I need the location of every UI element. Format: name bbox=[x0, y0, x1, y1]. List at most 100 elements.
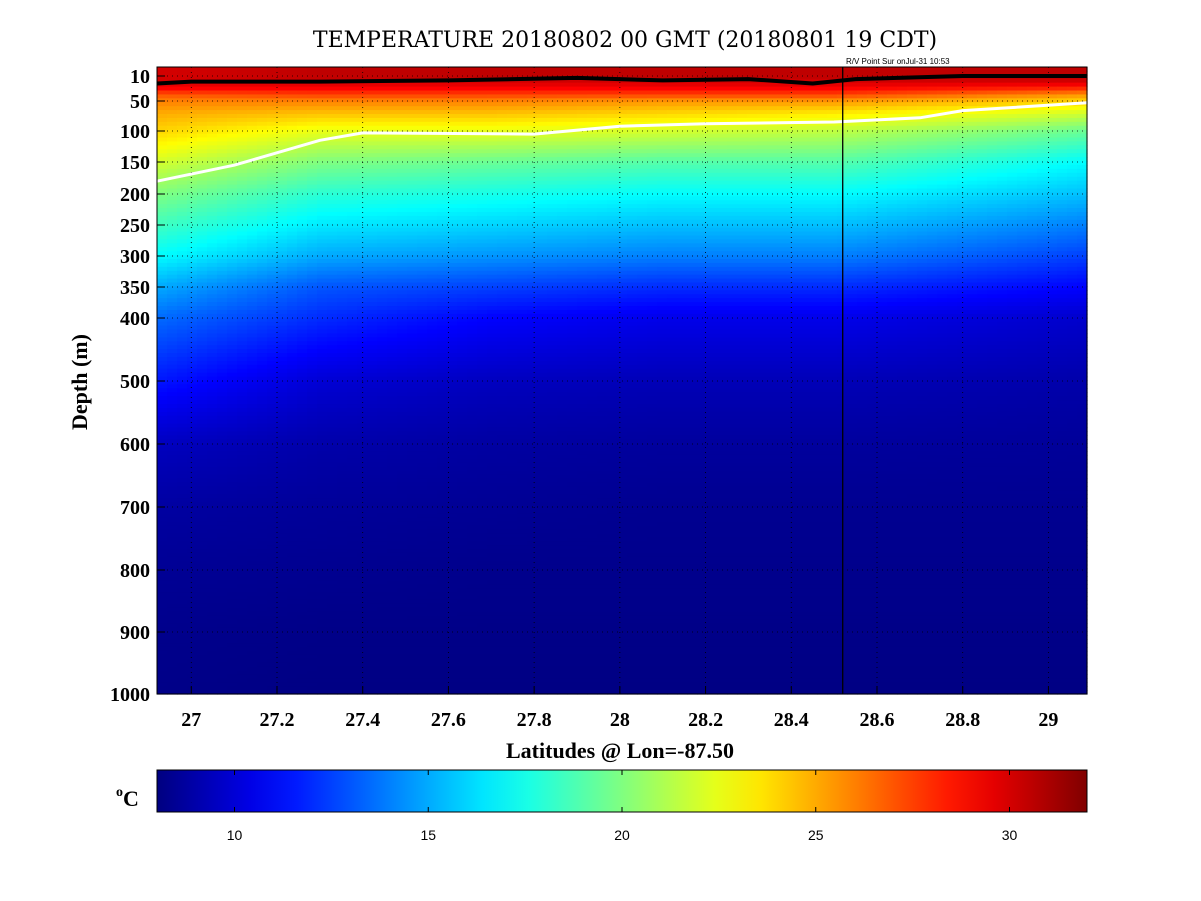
heatmap-cell bbox=[507, 137, 518, 143]
heatmap-cell bbox=[607, 67, 618, 72]
heatmap-cell bbox=[237, 243, 248, 248]
heatmap-cell bbox=[577, 204, 588, 209]
heatmap-cell bbox=[557, 137, 568, 143]
heatmap-cell bbox=[797, 259, 808, 264]
heatmap-cell bbox=[997, 129, 1008, 135]
heatmap-cell bbox=[587, 82, 598, 88]
heatmap-cell bbox=[527, 125, 538, 131]
heatmap-cell bbox=[897, 208, 908, 213]
heatmap-cell bbox=[717, 164, 728, 170]
heatmap-cell bbox=[227, 70, 238, 76]
heatmap-cell bbox=[957, 219, 968, 225]
heatmap-cell bbox=[467, 164, 478, 170]
heatmap-cell bbox=[407, 270, 418, 276]
heatmap-cell bbox=[207, 121, 218, 127]
heatmap-cell bbox=[707, 67, 718, 72]
heatmap-cell bbox=[767, 188, 778, 193]
heatmap-cell bbox=[287, 200, 298, 205]
heatmap-cell bbox=[787, 141, 798, 146]
heatmap-cell bbox=[677, 231, 688, 237]
heatmap-cell bbox=[1037, 137, 1048, 143]
heatmap-cell bbox=[207, 133, 218, 139]
heatmap-cell bbox=[577, 259, 588, 264]
heatmap-cell bbox=[657, 200, 668, 205]
heatmap-cell bbox=[1007, 70, 1018, 76]
heatmap-cell bbox=[887, 211, 898, 217]
heatmap-cell bbox=[387, 90, 398, 96]
heatmap-cell bbox=[767, 172, 778, 178]
heatmap-cell bbox=[637, 149, 648, 154]
heatmap-cell bbox=[517, 86, 528, 92]
heatmap-cell bbox=[367, 172, 378, 178]
heatmap-cell bbox=[397, 184, 408, 190]
heatmap-cell bbox=[367, 67, 378, 72]
heatmap-cell bbox=[437, 176, 448, 182]
heatmap-cell bbox=[227, 157, 238, 162]
heatmap-cell bbox=[407, 82, 418, 88]
heatmap-cell bbox=[557, 259, 568, 264]
heatmap-cell bbox=[777, 262, 788, 268]
heatmap-cell bbox=[747, 204, 758, 209]
heatmap-cell bbox=[627, 133, 638, 139]
heatmap-cell bbox=[247, 172, 258, 178]
heatmap-cell bbox=[257, 223, 268, 229]
heatmap-cell bbox=[887, 259, 898, 264]
heatmap-cell bbox=[767, 74, 778, 80]
heatmap-cell bbox=[317, 262, 328, 268]
heatmap-cell bbox=[917, 235, 928, 241]
heatmap-cell bbox=[257, 117, 268, 123]
heatmap-cell bbox=[427, 231, 438, 237]
heatmap-cell bbox=[937, 129, 948, 135]
heatmap-cell bbox=[517, 211, 528, 217]
heatmap-cell bbox=[927, 196, 938, 201]
heatmap-cell bbox=[757, 251, 768, 256]
heatmap-cell bbox=[807, 117, 818, 123]
heatmap-cell bbox=[267, 74, 278, 80]
heatmap-cell bbox=[257, 251, 268, 256]
heatmap-cell bbox=[747, 94, 758, 99]
heatmap-cell bbox=[977, 208, 988, 213]
heatmap-cell bbox=[417, 235, 428, 241]
heatmap-cell bbox=[337, 176, 348, 182]
heatmap-cell bbox=[167, 129, 178, 135]
heatmap-cell bbox=[887, 90, 898, 96]
heatmap-cell bbox=[877, 121, 888, 127]
heatmap-cell bbox=[267, 161, 278, 166]
heatmap-cell bbox=[337, 243, 348, 248]
heatmap-cell bbox=[937, 231, 948, 237]
heatmap-cell bbox=[677, 110, 688, 115]
heatmap-cell bbox=[877, 219, 888, 225]
heatmap-cell bbox=[447, 274, 458, 280]
heatmap-cell bbox=[357, 180, 368, 186]
heatmap-cell bbox=[647, 157, 658, 162]
heatmap-cell bbox=[827, 70, 838, 76]
heatmap-cell bbox=[757, 82, 768, 88]
heatmap-cell bbox=[767, 145, 778, 150]
heatmap-cell bbox=[867, 243, 878, 248]
heatmap-cell bbox=[917, 247, 928, 252]
heatmap-cell bbox=[1017, 215, 1028, 221]
heatmap-cell bbox=[807, 121, 818, 127]
heatmap-cell bbox=[547, 219, 558, 225]
heatmap-cell bbox=[487, 251, 498, 256]
heatmap-cell bbox=[1067, 172, 1078, 178]
heatmap-cell bbox=[157, 90, 168, 96]
heatmap-cell bbox=[847, 208, 858, 213]
heatmap-cell bbox=[467, 125, 478, 131]
heatmap-cell bbox=[1037, 114, 1048, 119]
heatmap-cell bbox=[847, 157, 858, 162]
heatmap-cell bbox=[357, 262, 368, 268]
heatmap-cell bbox=[907, 129, 918, 135]
heatmap-cell bbox=[467, 192, 478, 197]
heatmap-cell bbox=[307, 70, 318, 76]
heatmap-cell bbox=[157, 157, 168, 162]
heatmap-cell bbox=[227, 200, 238, 205]
heatmap-cell bbox=[697, 106, 708, 111]
heatmap-cell bbox=[707, 215, 718, 221]
heatmap-cell bbox=[827, 164, 838, 170]
heatmap-cell bbox=[757, 192, 768, 197]
heatmap-cell bbox=[217, 219, 228, 225]
heatmap-cell bbox=[357, 196, 368, 201]
heatmap-cell bbox=[577, 200, 588, 205]
heatmap-cell bbox=[427, 223, 438, 229]
